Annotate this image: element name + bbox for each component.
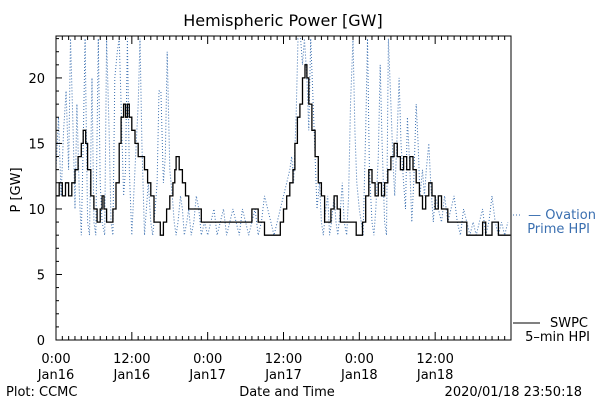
series-ovation-line xyxy=(56,38,509,236)
footer-left: Plot: CCMC xyxy=(6,385,77,400)
x-axis-ticks: 0:00Jan1612:00Jan160:00Jan1712:00Jan170:… xyxy=(37,36,512,383)
y-axis-label: P [GW] xyxy=(9,167,24,212)
chart-title: Hemispheric Power [GW] xyxy=(183,11,382,30)
y-tick-label: 0 xyxy=(37,334,45,349)
x-tick-label-time: 0:00 xyxy=(345,352,374,367)
legend-ovation: — Ovation Prime HPI xyxy=(513,208,596,237)
legend-ovation-label: — Ovation xyxy=(528,208,596,223)
plot-region xyxy=(56,38,511,236)
y-axis-ticks: 0 5 10 15 20 xyxy=(28,38,62,349)
y-tick-label: 15 xyxy=(28,137,45,152)
x-tick-label-date: Jan17 xyxy=(188,368,226,383)
x-tick-label-date: Jan17 xyxy=(264,368,302,383)
x-tick-label-time: 12:00 xyxy=(416,352,453,367)
footer-right: 2020/01/18 23:50:18 xyxy=(445,385,582,400)
legend-ovation-label-2: Prime HPI xyxy=(527,222,590,237)
x-tick-label-date: Jan16 xyxy=(113,368,151,383)
x-tick-label-time: 12:00 xyxy=(113,352,150,367)
x-tick-label-date: Jan18 xyxy=(416,368,454,383)
x-tick-label-date: Jan16 xyxy=(37,368,75,383)
x-tick-label-date: Jan18 xyxy=(340,368,378,383)
x-tick-label-time: 12:00 xyxy=(265,352,302,367)
y-tick-label: 5 xyxy=(37,268,45,283)
y-tick-label: 10 xyxy=(28,203,45,218)
series-layer xyxy=(56,38,511,236)
legend-swpc-label-2: 5–min HPI xyxy=(525,330,590,345)
y-tick-label: 20 xyxy=(28,72,45,87)
legend-swpc-label: SWPC xyxy=(550,316,588,331)
x-axis-label: Date and Time xyxy=(239,385,335,400)
x-tick-label-time: 0:00 xyxy=(193,352,222,367)
legend-swpc: SWPC 5–min HPI xyxy=(513,316,590,345)
series-swpc-line xyxy=(56,64,511,236)
x-tick-label-time: 0:00 xyxy=(41,352,70,367)
